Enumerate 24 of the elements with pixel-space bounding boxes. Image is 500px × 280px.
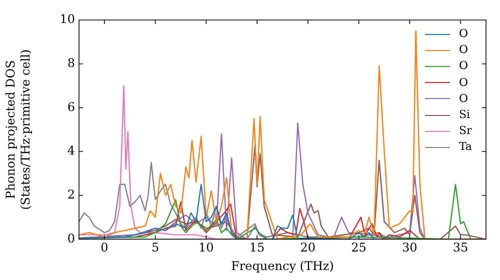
y-tick-label: 2 — [67, 187, 75, 202]
x-tick-label: 0 — [100, 240, 108, 255]
x-tick-label: 30 — [402, 240, 418, 255]
x-tick-label: 35 — [452, 240, 468, 255]
legend-label: O — [458, 26, 468, 42]
y-axis-title: Phonon projected DOS (States/THz·primitive cell) — [4, 49, 33, 210]
legend-label: Sr — [458, 123, 472, 140]
y-tick-label: 8 — [67, 56, 75, 70]
legend-label: O — [458, 90, 468, 107]
legend-label: O — [458, 58, 468, 74]
legend-label: Ta — [458, 139, 472, 156]
y-tick-label: 6 — [67, 100, 75, 114]
x-tick-label: 25 — [351, 240, 366, 255]
x-tick-label: 5 — [151, 240, 160, 255]
legend-label: O — [458, 74, 468, 91]
legend-label: O — [458, 42, 468, 58]
x-tick-label: 20 — [300, 240, 316, 255]
legend-label: Si — [458, 107, 470, 124]
x-tick-label: 10 — [198, 240, 214, 255]
y-tick-label: 0 — [67, 231, 75, 246]
y-tick-label: 10 — [60, 12, 75, 26]
x-axis-title: Frequency (THz) — [231, 258, 334, 273]
y-tick-label: 4 — [67, 144, 76, 158]
x-tick-label: 15 — [249, 240, 265, 255]
